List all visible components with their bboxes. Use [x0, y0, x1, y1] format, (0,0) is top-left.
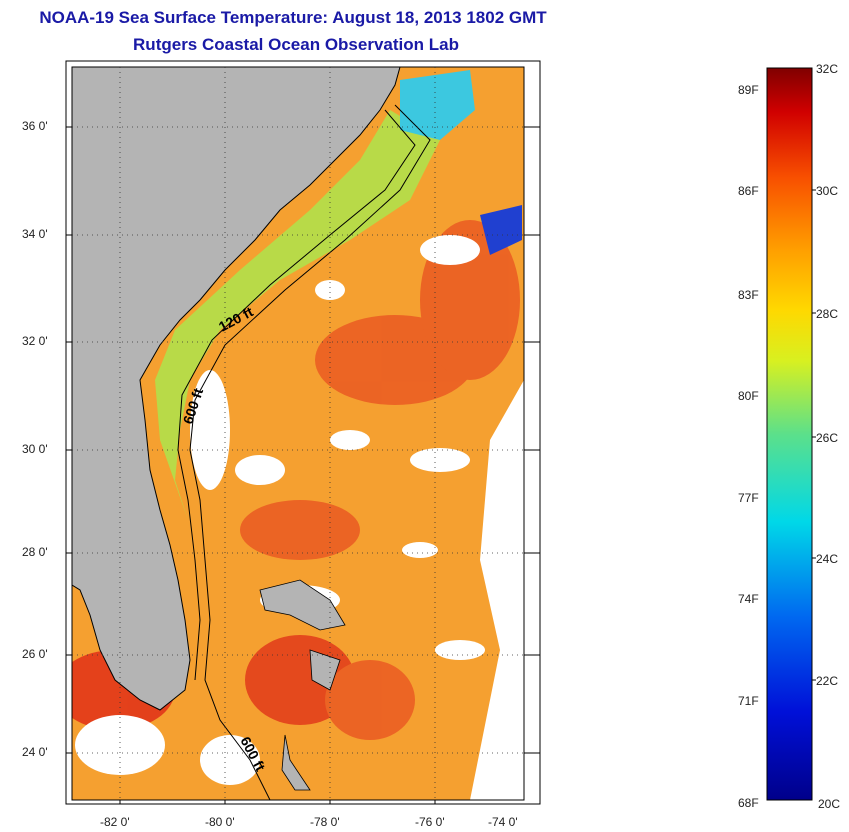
lon-label-80: -80 0' — [205, 815, 235, 829]
map-title: NOAA-19 Sea Surface Temperature: August … — [39, 8, 547, 27]
lat-label-26: 26 0' — [22, 647, 48, 661]
coastal-green-band — [155, 110, 440, 520]
lat-label-32: 32 0' — [22, 334, 48, 348]
lat-label-36: 36 0' — [22, 119, 48, 133]
colorbar-label-68f: 68F — [738, 796, 759, 810]
map-outer-frame — [65, 60, 541, 805]
lat-label-30: 30 0' — [22, 442, 48, 456]
colorbar-gradient — [766, 67, 813, 801]
cold-blue-patch — [480, 205, 522, 255]
colorbar-label-28c: 28C — [816, 307, 839, 321]
land-southeast-us — [72, 67, 401, 711]
colorbar-label-22c: 22C — [816, 674, 839, 688]
colorbar-label-26c: 26C — [816, 431, 839, 445]
colorbar-label-24c: 24C — [816, 552, 839, 566]
map-frame — [71, 66, 525, 801]
colorbar-label-89f: 89F — [738, 83, 759, 97]
colorbar-label-20c: 20C — [818, 797, 841, 811]
map-subtitle: Rutgers Coastal Ocean Observation Lab — [133, 35, 459, 54]
colorbar-label-77f: 77F — [738, 491, 759, 505]
island-abaco — [309, 649, 341, 691]
lat-label-28: 28 0' — [22, 545, 48, 559]
lat-label-34: 34 0' — [22, 227, 48, 241]
colorbar-label-80f: 80F — [738, 389, 759, 403]
lon-label-76: -76 0' — [415, 815, 445, 829]
graticule — [72, 67, 524, 800]
colorbar-label-83f: 83F — [738, 288, 759, 302]
colorbar-label-30c: 30C — [816, 184, 839, 198]
colorbar-label-71f: 71F — [738, 694, 759, 708]
depth-contour-120ft — [177, 109, 416, 681]
lon-label-82: -82 0' — [100, 815, 130, 829]
lon-label-78: -78 0' — [310, 815, 340, 829]
colorbar-ticks — [812, 189, 816, 681]
lat-label-24: 24 0' — [22, 745, 48, 759]
axis-ticks — [66, 126, 540, 804]
map-panel: 120 ft 600 ft 600 ft — [72, 67, 524, 800]
colorbar-label-32c: 32C — [816, 62, 839, 76]
cool-cyan-water — [400, 70, 475, 140]
depth-contour-600ft — [189, 104, 431, 800]
island-andros — [281, 734, 311, 791]
colorbar-label-74f: 74F — [738, 592, 759, 606]
lon-label-74: -74 0' — [488, 815, 518, 829]
island-grand-bahama — [259, 579, 346, 631]
colorbar-label-86f: 86F — [738, 184, 759, 198]
